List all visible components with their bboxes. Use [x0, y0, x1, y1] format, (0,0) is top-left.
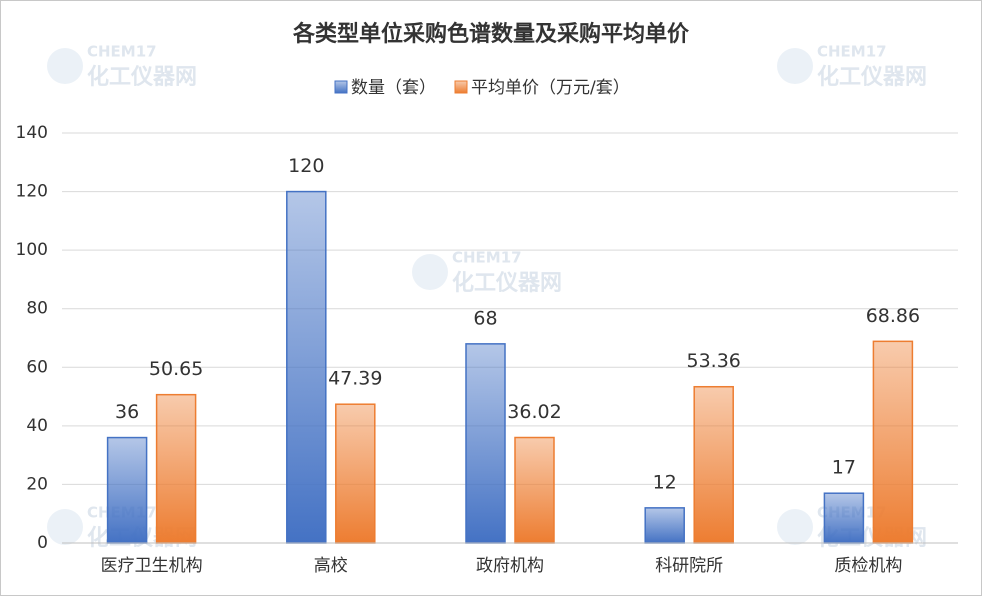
- bar: [465, 343, 506, 544]
- y-tick-label: 40: [26, 416, 48, 436]
- legend-swatch: [454, 80, 468, 94]
- y-tick-label: 60: [26, 357, 48, 377]
- y-tick-label: 20: [26, 474, 48, 494]
- bar: [286, 190, 327, 544]
- watermark-text: 化工仪器网: [452, 270, 562, 296]
- bar: [693, 385, 734, 544]
- legend-swatch: [334, 80, 348, 94]
- bar: [335, 403, 376, 544]
- value-label: 36: [115, 401, 139, 423]
- watermark-text: CHEM17: [452, 249, 522, 267]
- bar: [644, 507, 685, 544]
- watermark-logo: [47, 509, 83, 545]
- watermark-logo: [777, 48, 813, 84]
- chart-title: 各类型单位采购色谱数量及采购平均单价: [292, 21, 690, 47]
- watermark-logo: [47, 48, 83, 84]
- y-tick-label: 0: [37, 533, 48, 553]
- value-label: 50.65: [149, 358, 203, 380]
- bar: [823, 492, 865, 544]
- y-tick-label: 120: [16, 182, 48, 202]
- bar: [155, 393, 197, 544]
- value-label: 68.86: [866, 305, 920, 327]
- y-tick-label: 100: [16, 240, 48, 260]
- y-tick-label: 80: [26, 299, 48, 319]
- y-tick-label: 140: [16, 123, 48, 143]
- value-label: 68: [473, 307, 497, 329]
- x-tick-label: 科研院所: [655, 556, 723, 576]
- legend-label: 数量（套）: [351, 78, 436, 98]
- value-label: 17: [832, 457, 856, 479]
- value-label: 47.39: [328, 368, 382, 390]
- x-tick-label: 政府机构: [476, 556, 544, 576]
- value-label: 120: [288, 155, 324, 177]
- watermark-text: 化工仪器网: [87, 64, 197, 90]
- bar: [106, 436, 148, 544]
- value-label: 36.02: [507, 401, 561, 423]
- value-label: 53.36: [686, 350, 740, 372]
- bar: [514, 436, 555, 544]
- x-tick-label: 质检机构: [834, 556, 902, 576]
- bar: [872, 340, 914, 544]
- watermark-logo: [412, 254, 448, 290]
- watermark-text: 化工仪器网: [817, 64, 927, 90]
- value-label: 12: [653, 471, 677, 493]
- watermark-text: CHEM17: [87, 43, 157, 61]
- x-tick-label: 高校: [314, 556, 348, 576]
- x-tick-label: 医疗卫生机构: [101, 556, 203, 576]
- legend-label: 平均单价（万元/套）: [471, 78, 630, 98]
- watermark-text: CHEM17: [817, 43, 887, 61]
- watermark-logo: [777, 509, 813, 545]
